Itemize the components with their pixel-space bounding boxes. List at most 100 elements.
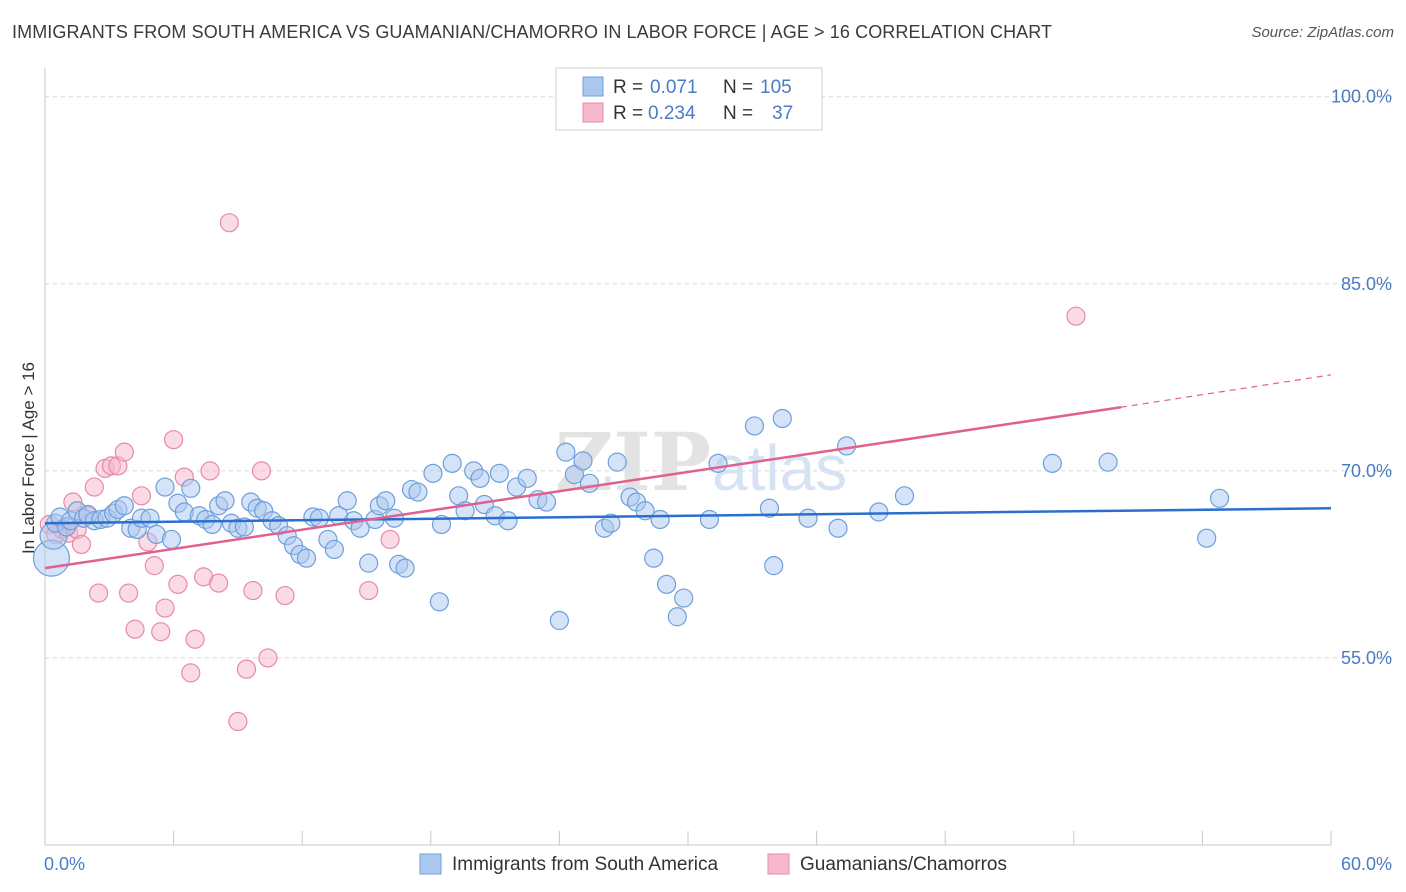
- trend-line-guamanian-extension: [1120, 374, 1332, 408]
- south-america-point-101: [894, 486, 915, 506]
- south-america-point-69: [489, 463, 509, 483]
- guamanian-point-27: [200, 461, 220, 481]
- guamanian-point-15: [125, 619, 145, 639]
- legend-r-label-pink: R =: [613, 103, 643, 124]
- bottom-legend-label-pink: Guamanians/Chamorros: [800, 854, 1007, 875]
- south-america-point-56: [395, 558, 415, 578]
- guamanian-point-37: [380, 529, 400, 550]
- guamanian-point-30: [228, 711, 248, 732]
- guamanian-point-25: [185, 629, 205, 649]
- legend-r-value-blue: 0.071: [650, 77, 698, 98]
- south-america-point-89: [667, 607, 687, 627]
- south-america-point-98: [828, 518, 848, 538]
- guamanian-point-35: [275, 585, 295, 606]
- south-america-point-94: [759, 498, 780, 518]
- south-america-point-79: [579, 473, 600, 493]
- trend-line-south-america: [44, 507, 1332, 525]
- y-tick-label-1: 85.0%: [1341, 274, 1392, 294]
- guamanian-point-20: [155, 598, 175, 618]
- guamanian-point-28: [209, 573, 229, 593]
- legend-n-label-blue: N =: [723, 77, 753, 98]
- south-america-point-104: [1197, 528, 1217, 548]
- south-america-point-14: [114, 496, 134, 516]
- south-america-point-24: [181, 478, 201, 498]
- chart-title: IMMIGRANTS FROM SOUTH AMERICA VS GUAMANI…: [12, 22, 1053, 42]
- guamanian-point-36: [359, 580, 379, 601]
- south-america-point-78: [573, 451, 593, 471]
- bottom-legend-label-blue: Immigrants from South America: [452, 854, 719, 875]
- south-america-point-90: [674, 588, 694, 608]
- legend-swatch-blue: [582, 76, 604, 97]
- guamanian-point-33: [251, 461, 272, 481]
- y-axis-label: In Labor Force | Age > 16: [19, 362, 38, 554]
- trend-lines: [44, 374, 1332, 570]
- south-america-point-102: [1042, 453, 1062, 473]
- south-america-point-62: [442, 453, 462, 473]
- legend-n-label-pink: N =: [723, 103, 753, 124]
- y-tick-label-2: 70.0%: [1341, 461, 1392, 481]
- south-america-point-70: [498, 511, 518, 531]
- south-america-point-18: [140, 508, 160, 528]
- watermark-atlas: atlas: [712, 432, 847, 504]
- south-america-point-66: [470, 468, 490, 488]
- x-tick-label-right: 60.0%: [1341, 854, 1392, 874]
- south-america-point-88: [656, 574, 677, 594]
- south-america-point-93: [744, 416, 765, 436]
- south-america-point-61: [431, 514, 452, 535]
- south-america-point-43: [309, 508, 329, 528]
- south-america-point-27: [202, 514, 222, 535]
- guamanian-point-38: [1066, 306, 1086, 326]
- south-america-point-58: [408, 482, 428, 502]
- south-america-point-100: [869, 502, 889, 522]
- legend-n-value-blue: 105: [760, 77, 792, 98]
- guamanian-point-18: [144, 556, 164, 576]
- grid-lines: [45, 96, 1392, 659]
- south-america-point-47: [337, 491, 357, 511]
- south-america-point-60: [429, 592, 449, 612]
- bottom-legend-swatch-pink: [767, 853, 790, 875]
- guamanian-point-29: [219, 213, 239, 233]
- south-america-point-76: [556, 442, 576, 462]
- y-tick-labels: 100.0% 85.0% 70.0% 55.0%: [1331, 87, 1392, 668]
- legend-r-label-blue: R =: [613, 77, 643, 98]
- source-label: Source: ZipAtlas.com: [1251, 24, 1394, 41]
- south-america-point-41: [296, 548, 317, 568]
- south-america-point-87: [650, 509, 670, 530]
- guamanian-point-16: [131, 486, 152, 506]
- x-tick-label-left: 0.0%: [44, 854, 85, 874]
- south-america-point-86: [644, 548, 664, 568]
- bottom-legend-swatch-blue: [419, 853, 442, 875]
- south-america-point-53: [376, 491, 396, 511]
- guamanian-point-13: [114, 442, 134, 462]
- south-america-point-82: [607, 452, 627, 472]
- guamanian-point-21: [164, 430, 184, 450]
- x-tick-marks: [173, 831, 1332, 845]
- south-america-point-99: [837, 436, 857, 456]
- south-america-point-95: [764, 556, 784, 576]
- south-america-point-75: [549, 610, 570, 631]
- guamanian-point-19: [151, 622, 171, 642]
- south-america-point-20: [155, 477, 175, 497]
- south-america-point-50: [359, 553, 379, 573]
- guamanian-point-9: [88, 583, 109, 603]
- south-america-point-21: [161, 529, 182, 550]
- south-america-point-91: [699, 509, 720, 530]
- south-america-point-96: [772, 408, 792, 429]
- guamanian-point-24: [181, 663, 201, 683]
- legend-r-value-pink: 0.234: [648, 103, 696, 124]
- legend-swatch-pink: [582, 102, 604, 123]
- south-america-point-97: [798, 508, 818, 528]
- trend-line-guamanian: [44, 406, 1122, 570]
- south-america-point-77: [564, 464, 585, 485]
- y-tick-label-3: 55.0%: [1341, 648, 1392, 668]
- south-america-point-74: [536, 492, 557, 512]
- watermark: ZIP atlas: [555, 415, 847, 509]
- guamanian-point-34: [258, 648, 278, 668]
- guamanian-point-14: [118, 583, 139, 603]
- correlation-legend: R = 0.071 N = 105 R = 0.234 N = 37: [555, 67, 823, 131]
- south-america-point-81: [601, 513, 621, 533]
- south-america-point-72: [517, 468, 537, 488]
- y-tick-label-0: 100.0%: [1331, 87, 1392, 107]
- guamanian-point-6: [71, 534, 92, 555]
